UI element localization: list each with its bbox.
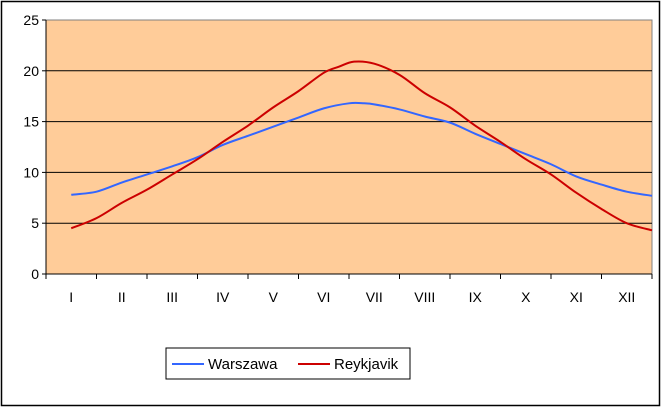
x-tick-label-II: II [118, 289, 126, 305]
y-tick-label-10: 10 [23, 164, 39, 180]
x-tick-label-I: I [69, 289, 73, 305]
x-tick-label-XI: XI [570, 289, 583, 305]
y-tick-label-20: 20 [23, 63, 39, 79]
series-line-reykjavik [70, 60, 653, 232]
x-tick-label-VIII: VIII [414, 289, 435, 305]
series-lines [70, 60, 653, 232]
x-tick-label-XII: XII [618, 289, 635, 305]
x-tick-label-III: III [166, 289, 178, 305]
plot-area [45, 19, 653, 275]
x-tick-label-IX: IX [469, 289, 483, 305]
legend-label-reykjavik: Reykjavik [334, 356, 399, 373]
legend: Warszawa Reykjavik [165, 347, 411, 380]
x-tick-label-X: X [521, 289, 531, 305]
x-tick-label-V: V [269, 289, 279, 305]
x-tick-label-VII: VII [366, 289, 383, 305]
x-tick-label-IV: IV [216, 289, 230, 305]
legend-label-warszawa: Warszawa [208, 356, 278, 373]
y-tick-label-15: 15 [23, 114, 39, 130]
x-tick-label-VI: VI [317, 289, 330, 305]
y-tick-label-5: 5 [31, 215, 39, 231]
series-line-warszawa [71, 101, 653, 197]
y-tick-label-25: 25 [23, 12, 39, 28]
y-tick-label-0: 0 [31, 266, 39, 282]
legend-box [165, 347, 411, 380]
grid [46, 70, 652, 224]
